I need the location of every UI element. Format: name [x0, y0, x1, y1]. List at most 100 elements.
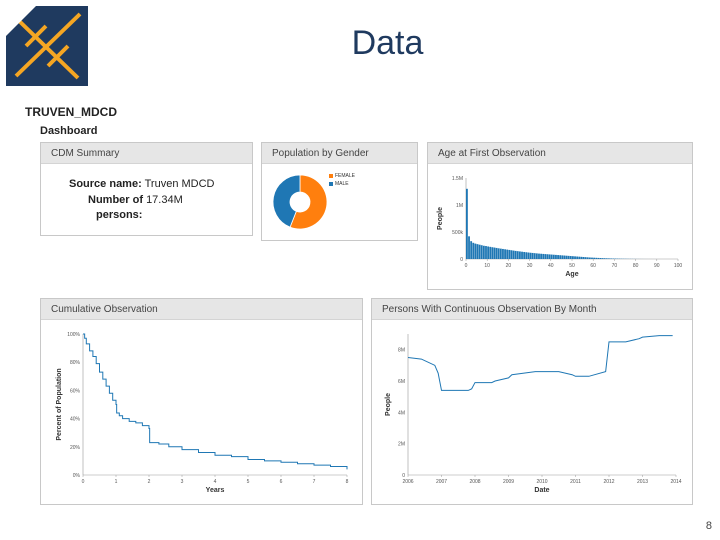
gender-legend: FEMALE MALE	[329, 173, 355, 189]
cdm-summary-panel: CDM Summary Source name: Truven MDCD Num…	[40, 142, 253, 236]
x-tick-label: 2011	[570, 479, 581, 485]
x-tick-label: 10	[484, 263, 490, 269]
age-bar	[489, 246, 492, 259]
age-bar	[523, 251, 526, 259]
cumulative-line-chart: 0 1 2 3 4 5 6 7 80%20%40%60%80%100%YearsPercent …	[56, 332, 349, 494]
age-bar	[540, 253, 543, 259]
age-bar	[593, 257, 596, 259]
legend-swatch	[329, 174, 333, 178]
age-bar	[504, 249, 506, 259]
x-tick-label: 2013	[637, 479, 648, 485]
x-tick-label: 20	[506, 263, 512, 269]
panel-title: Persons With Continuous Observation By M…	[372, 299, 692, 320]
gender-panel: Population by Gender FEMALE MALE	[261, 142, 418, 241]
age-bar	[542, 253, 545, 259]
x-tick-label: 2009	[503, 479, 514, 485]
age-bar	[599, 258, 602, 259]
age-bar	[574, 256, 576, 259]
age-bar	[567, 255, 570, 259]
x-tick-label: 70	[612, 263, 618, 269]
slide-title: Data	[351, 24, 424, 62]
age-bar	[546, 254, 549, 259]
logo-mark	[12, 12, 82, 80]
age-bar	[482, 245, 485, 259]
age-bar	[493, 247, 496, 259]
age-bar	[521, 251, 523, 259]
age-bar	[516, 251, 519, 259]
y-tick-label: 4M	[398, 410, 405, 416]
cumulative-series-line	[83, 333, 348, 470]
age-bar	[586, 257, 589, 259]
age-bar	[595, 257, 598, 259]
x-tick-label: 50	[569, 263, 575, 269]
y-axis-title: People	[385, 393, 392, 416]
x-tick-label: 2006	[402, 479, 413, 485]
age-bar	[610, 258, 612, 259]
age-bar	[495, 247, 498, 259]
panel-title: CDM Summary	[41, 143, 252, 164]
y-tick-label: 0%	[73, 473, 81, 479]
age-bar	[605, 258, 608, 259]
age-bar	[576, 256, 579, 259]
age-bar	[525, 252, 528, 259]
age-bar	[510, 250, 513, 259]
age-bar	[572, 256, 574, 259]
y-tick-label: 40%	[70, 417, 81, 423]
x-tick-label: 30	[527, 263, 533, 269]
x-tick-label: 2010	[536, 479, 547, 485]
age-bar	[591, 257, 593, 259]
y-axis-title: People	[437, 207, 444, 230]
age-bar	[470, 241, 473, 259]
y-tick-label: 0	[402, 473, 405, 479]
source-value: Truven MDCD	[144, 178, 215, 190]
age-bar	[480, 245, 483, 259]
x-tick-label: 7	[313, 479, 316, 485]
x-tick-label: 60	[590, 263, 596, 269]
legend-swatch	[329, 182, 333, 186]
logo-corner	[6, 6, 36, 36]
age-bar	[588, 257, 591, 259]
source-row: Source name: Truven MDCD	[69, 178, 215, 190]
age-bar	[499, 248, 502, 259]
y-tick-label: 20%	[70, 445, 81, 451]
age-bar	[557, 255, 559, 259]
continuous-series-line	[407, 335, 673, 391]
y-tick-label: 60%	[70, 388, 81, 394]
legend-item-male: MALE	[329, 181, 355, 187]
age-bar	[512, 250, 515, 259]
y-tick-label: 80%	[70, 360, 81, 366]
age-bar	[597, 257, 600, 259]
age-bar	[601, 258, 604, 259]
age-bar	[580, 256, 583, 259]
y-tick-label: 8M	[398, 348, 405, 354]
y-tick-label: 6M	[398, 379, 405, 385]
age-bar	[531, 252, 534, 259]
x-tick-label: 8	[346, 479, 349, 485]
x-tick-label: 5	[247, 479, 250, 485]
persons-value: 17.34M	[146, 194, 183, 206]
persons-row: Number of 17.34M	[88, 194, 183, 206]
donut-slice-male	[272, 174, 301, 228]
x-tick-label: 40	[548, 263, 554, 269]
age-bar	[561, 255, 564, 259]
continuous-panel: Persons With Continuous Observation By M…	[371, 298, 693, 505]
age-bar	[582, 257, 585, 259]
age-bar	[535, 253, 538, 259]
age-bar	[603, 258, 606, 259]
legend-label: FEMALE	[335, 173, 356, 179]
x-axis-title: Age	[565, 271, 578, 278]
x-tick-label: 100	[674, 263, 683, 269]
page-number: 8	[705, 520, 712, 532]
age-bar	[519, 251, 521, 259]
age-bar	[491, 247, 494, 259]
age-bar	[476, 244, 479, 259]
age-bar	[548, 254, 551, 259]
cumulative-panel: Cumulative Observation 0 1 2 3 4 5 6 7 8 0% 20% 40%…	[40, 298, 363, 505]
persons-label: Number of	[88, 194, 143, 206]
age-bar	[474, 243, 477, 259]
age-bar	[584, 257, 587, 259]
y-tick-label: 1M	[456, 203, 463, 209]
age-bar	[559, 255, 562, 259]
x-axis-title: Date	[534, 487, 549, 494]
age-bar	[527, 252, 530, 259]
